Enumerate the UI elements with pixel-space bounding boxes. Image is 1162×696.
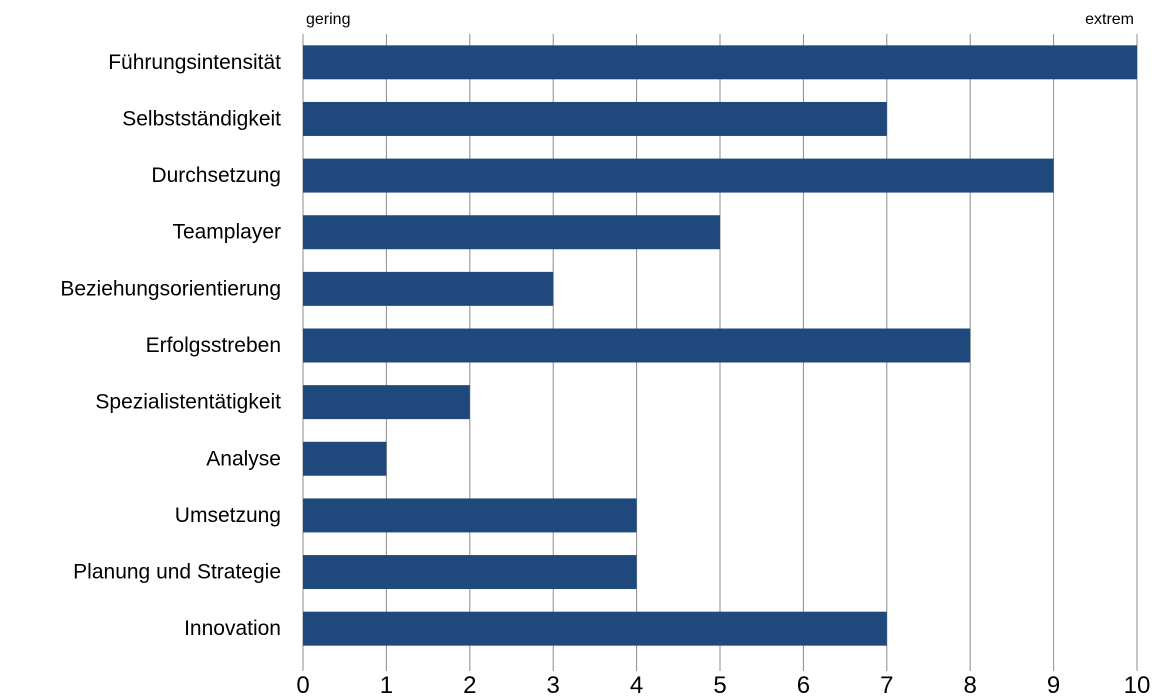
x-tick-labels: 0 1 2 3 4 5 6 7 8 9 10: [296, 672, 1150, 696]
bar: [303, 385, 470, 420]
bar: [303, 555, 637, 590]
x-tick-label: 4: [630, 672, 643, 696]
category-labels: Führungsintensität Selbstständigkeit Durch…: [60, 51, 281, 640]
category-label: Teamplayer: [172, 221, 281, 244]
x-tick-label: 8: [964, 672, 977, 696]
bar: [303, 441, 387, 476]
category-label: Innovation: [184, 617, 281, 640]
bar: [303, 215, 720, 250]
x-tick-label: 7: [880, 672, 893, 696]
bar: [303, 271, 554, 306]
x-tick-label: 0: [296, 672, 309, 696]
category-label: Führungsintensität: [108, 51, 281, 74]
category-label: Beziehungsorientierung: [60, 277, 281, 300]
category-label: Umsetzung: [175, 504, 281, 527]
x-tick-label: 3: [547, 672, 560, 696]
scale-low-label: gering: [306, 11, 350, 28]
x-tick-label: 6: [797, 672, 810, 696]
bar: [303, 158, 1054, 193]
x-tick-label: 1: [380, 672, 393, 696]
category-label: Analyse: [206, 447, 281, 470]
bar: [303, 498, 637, 533]
category-label: Selbstständigkeit: [122, 107, 281, 130]
x-tick-label: 9: [1047, 672, 1060, 696]
x-tick-label: 5: [713, 672, 726, 696]
category-label: Durchsetzung: [151, 164, 281, 187]
category-label: Planung und Strategie: [73, 561, 281, 584]
bar: [303, 45, 1137, 80]
x-tick-label: 10: [1124, 672, 1151, 696]
bar: [303, 101, 887, 136]
x-tick-label: 2: [463, 672, 476, 696]
bars: [303, 45, 1137, 646]
scale-high-label: extrem: [1085, 11, 1134, 28]
bar: [303, 611, 887, 646]
bar: [303, 328, 971, 363]
category-label: Spezialistentätigkeit: [95, 391, 281, 414]
category-label: Erfolgsstreben: [146, 334, 281, 357]
